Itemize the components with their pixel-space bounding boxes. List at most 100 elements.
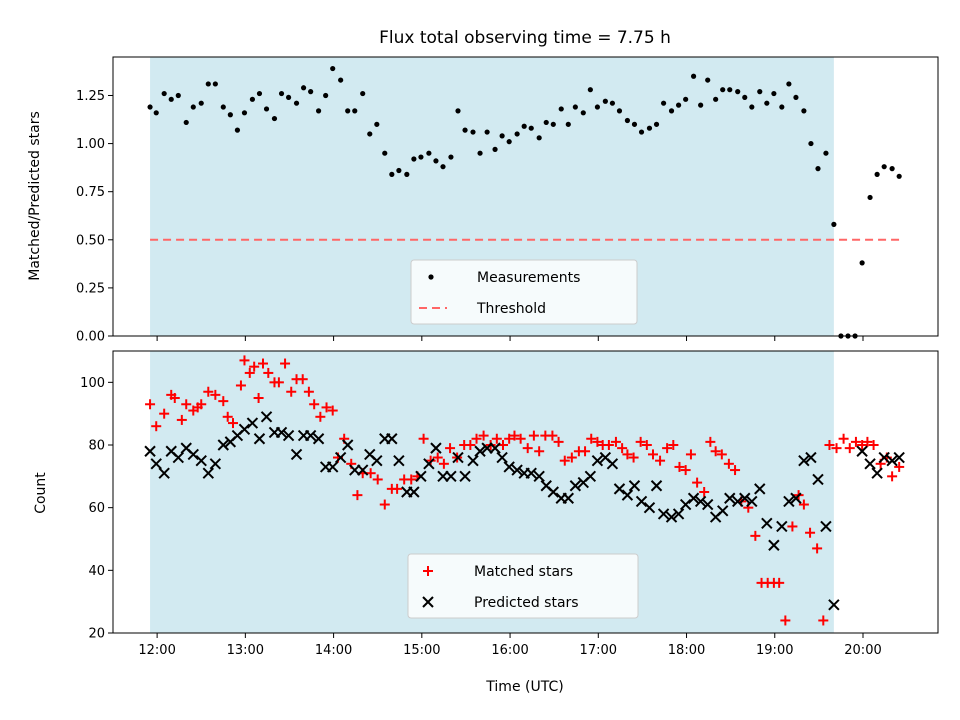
data-point <box>309 399 320 410</box>
data-point <box>562 492 575 504</box>
data-point <box>790 492 802 504</box>
data-point <box>749 104 755 110</box>
data-point <box>315 411 326 422</box>
data-point <box>312 433 325 445</box>
data-point <box>680 465 691 476</box>
y-tick-label: 0.00 <box>76 330 105 345</box>
data-point <box>536 135 542 141</box>
data-point <box>234 127 241 133</box>
data-point <box>679 498 692 511</box>
y-tick-label: 100 <box>80 376 105 391</box>
data-point <box>263 106 270 112</box>
bottom-panel: 20 40 60 80 100 12:00 13:00 14:00 15:00 16:00 17:0… <box>80 350 939 658</box>
data-point <box>209 458 222 470</box>
data-point <box>477 150 483 156</box>
y-tick-label: 40 <box>88 564 105 579</box>
data-point <box>812 473 824 486</box>
data-point <box>205 81 211 87</box>
plot-frame <box>112 350 939 634</box>
data-point <box>672 508 685 520</box>
data-point <box>147 104 153 110</box>
data-point <box>786 81 792 87</box>
data-point <box>499 133 505 139</box>
legend-box <box>407 553 639 619</box>
data-point <box>235 380 246 391</box>
chart-title: Flux total observing time = 7.75 h <box>379 28 671 48</box>
data-point <box>432 452 443 463</box>
data-point <box>820 520 832 533</box>
data-point <box>757 89 763 95</box>
data-point <box>685 449 696 460</box>
data-point <box>263 367 274 378</box>
data-point <box>528 430 539 441</box>
data-point <box>874 171 880 177</box>
data-point <box>621 489 634 501</box>
data-point <box>628 452 639 463</box>
data-point <box>491 433 502 444</box>
data-point <box>881 164 887 170</box>
data-point <box>286 386 297 397</box>
data-point <box>445 470 457 483</box>
data-point <box>478 430 489 441</box>
data-point <box>798 454 810 467</box>
x-tick-label: 19:00 <box>756 643 793 658</box>
data-point <box>675 102 682 108</box>
data-point <box>426 150 432 156</box>
data-point <box>273 377 284 388</box>
data-point <box>445 443 456 454</box>
data-point <box>239 355 250 366</box>
data-point <box>754 483 766 495</box>
series-measurements <box>147 65 902 339</box>
data-point <box>867 194 873 201</box>
data-point <box>474 445 486 457</box>
data-point <box>878 451 890 464</box>
x-tick-label: 20:00 <box>844 643 881 658</box>
y-axis-ticks: 0.00 0.25 0.50 0.75 1.00 1.25 <box>76 89 113 345</box>
data-point <box>282 429 295 442</box>
data-point <box>418 433 429 444</box>
data-point <box>504 433 515 444</box>
y-axis-ticks: 20 40 60 80 100 <box>80 376 113 642</box>
data-point <box>341 439 354 451</box>
data-point <box>323 92 329 99</box>
data-point <box>868 440 879 450</box>
y-tick-label: 1.00 <box>76 137 105 152</box>
data-point <box>774 577 785 588</box>
data-point <box>650 480 663 492</box>
data-point <box>408 486 420 498</box>
data-point <box>723 458 734 469</box>
data-point <box>203 386 214 397</box>
data-point <box>739 492 751 504</box>
data-point <box>771 90 777 97</box>
data-point <box>735 89 741 95</box>
data-point <box>886 454 898 467</box>
data-point <box>566 452 577 463</box>
data-point <box>592 436 603 447</box>
data-point <box>169 393 180 403</box>
data-point <box>610 436 621 447</box>
data-point <box>389 171 395 177</box>
data-point <box>587 87 593 93</box>
data-point <box>553 436 564 447</box>
data-point <box>151 421 162 432</box>
data-point <box>338 77 344 83</box>
data-point <box>628 480 641 492</box>
data-point <box>327 405 338 416</box>
data-point <box>249 361 260 372</box>
data-point <box>641 440 652 450</box>
data-point <box>580 110 586 116</box>
data-point <box>594 104 601 110</box>
data-point <box>683 96 689 102</box>
data-point <box>253 433 266 445</box>
data-point <box>374 121 380 127</box>
data-point <box>244 367 255 378</box>
data-point <box>580 446 591 457</box>
data-point <box>750 530 761 541</box>
data-point <box>665 511 678 523</box>
data-point <box>547 430 558 441</box>
data-point <box>440 164 446 170</box>
series-matched-stars <box>145 355 905 626</box>
data-point <box>249 96 256 102</box>
data-point <box>655 455 666 466</box>
data-point <box>382 150 388 156</box>
